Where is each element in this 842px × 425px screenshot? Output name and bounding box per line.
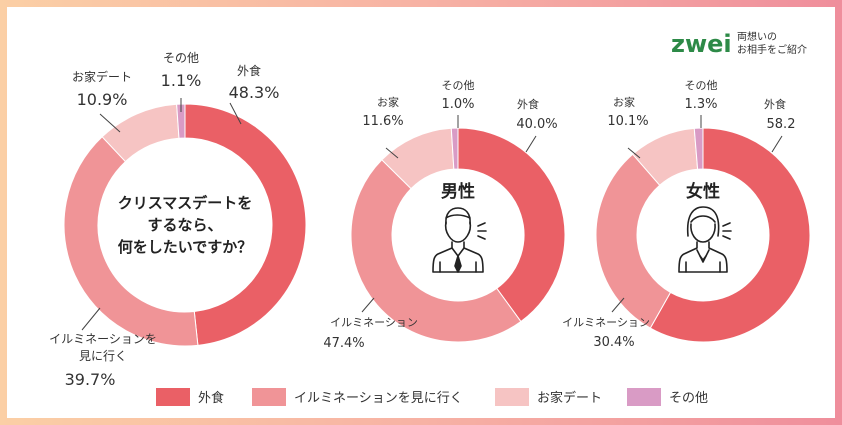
center-question: クリスマスデートを するなら、 何をしたいですか？	[118, 194, 253, 256]
value-male-gaishoku: 40.0%	[516, 117, 557, 132]
leader-female-ouchi	[627, 147, 641, 159]
slice-2-illumination	[595, 153, 672, 329]
value-overall-sonota: 1.1%	[161, 71, 202, 90]
label-female-ouchi: お家	[613, 95, 635, 109]
legend-swatch-gaishoku	[156, 388, 190, 406]
donut-chart-female	[595, 127, 811, 343]
leader-overall-gaishoku	[229, 102, 242, 125]
value-female-sonota: 1.3%	[684, 97, 717, 112]
male-title: 男性	[441, 181, 475, 202]
value-female-ouchi: 10.1%	[607, 114, 648, 129]
slice-0-sonota	[176, 103, 186, 139]
chart-panel	[7, 7, 835, 418]
leader-male-ouchi	[385, 147, 399, 159]
leader-male-illumi	[361, 297, 375, 313]
logo-text: zwei	[671, 30, 732, 58]
center-male: 男性	[432, 181, 487, 273]
leader-male-gaishoku	[525, 135, 537, 153]
legend-swatch-ouchi	[495, 388, 529, 406]
center-question-line-1: クリスマスデートを	[118, 194, 253, 212]
leader-female-gaishoku	[771, 135, 783, 153]
brand-logo: zwei 両想いの お相手をご紹介	[671, 30, 807, 58]
logo-tagline-1: 両想いの	[737, 30, 777, 43]
slice-2-gaishoku	[649, 127, 811, 343]
center-female: 女性	[678, 181, 732, 273]
value-overall-gaishoku: 48.3%	[229, 83, 280, 102]
legend-label-ouchi: お家デート	[537, 390, 602, 406]
label-female-gaishoku: 外食	[764, 97, 786, 111]
center-question-line-3: 何をしたいですか？	[118, 238, 253, 256]
value-overall-ouchi: 10.9%	[77, 90, 128, 109]
value-female-illumi: 30.4%	[593, 335, 634, 350]
leader-female-illumi	[611, 297, 625, 313]
logo-tagline-2: お相手をご紹介	[737, 43, 807, 56]
center-question-line-2: するなら、	[147, 216, 222, 234]
value-male-illumi: 47.4%	[323, 336, 364, 351]
legend-label-sonota: その他	[669, 391, 708, 406]
donut-chart-overall	[63, 103, 307, 347]
label-overall-illumi-2: 見に行く	[79, 349, 127, 363]
donut-chart-male	[350, 127, 566, 343]
legend-label-illumination: イルミネーションを見に行く	[294, 391, 463, 406]
slice-1-sonota	[450, 127, 459, 170]
female-title: 女性	[686, 181, 720, 202]
label-male-sonota: その他	[442, 79, 475, 92]
slice-1-illumination	[350, 159, 522, 343]
label-overall-ouchi: お家デート	[72, 69, 132, 84]
labels-male: その他 1.0% 外食 40.0% お家 11.6% イルミネーション 47.4…	[323, 79, 557, 351]
label-male-gaishoku: 外食	[517, 97, 539, 111]
slice-0-illumination	[63, 136, 199, 347]
legend: 外食 イルミネーションを見に行く お家デート その他	[156, 388, 708, 406]
value-overall-illumi: 39.7%	[65, 370, 116, 389]
slice-2-sonota	[693, 127, 704, 170]
legend-swatch-sonota	[627, 388, 661, 406]
label-overall-sonota: その他	[163, 51, 199, 65]
label-male-illumi: イルミネーション	[330, 316, 418, 329]
label-overall-illumi-1: イルミネーションを	[49, 332, 157, 346]
value-male-sonota: 1.0%	[441, 97, 474, 112]
leader-lines	[81, 98, 783, 331]
slice-0-gaishoku	[184, 103, 307, 346]
label-male-ouchi: お家	[377, 95, 399, 109]
value-male-ouchi: 11.6%	[362, 114, 403, 129]
label-female-illumi: イルミネーション	[562, 316, 650, 329]
value-female-gaishoku: 58.2	[767, 117, 796, 132]
labels-overall: その他 1.1% 外食 48.3% お家デート 10.9% イルミネーションを …	[49, 51, 279, 389]
label-overall-gaishoku: 外食	[237, 63, 261, 78]
woman-icon	[678, 206, 732, 273]
slice-1-gaishoku	[457, 127, 566, 323]
leader-overall-illumi	[81, 307, 101, 331]
legend-label-gaishoku: 外食	[198, 390, 224, 406]
leader-overall-ouchi	[99, 113, 121, 133]
legend-swatch-illumination	[252, 388, 286, 406]
labels-female: その他 1.3% 外食 58.2 お家 10.1% イルミネーション 30.4%	[562, 79, 795, 350]
label-female-sonota: その他	[685, 79, 718, 92]
man-icon	[432, 207, 487, 273]
